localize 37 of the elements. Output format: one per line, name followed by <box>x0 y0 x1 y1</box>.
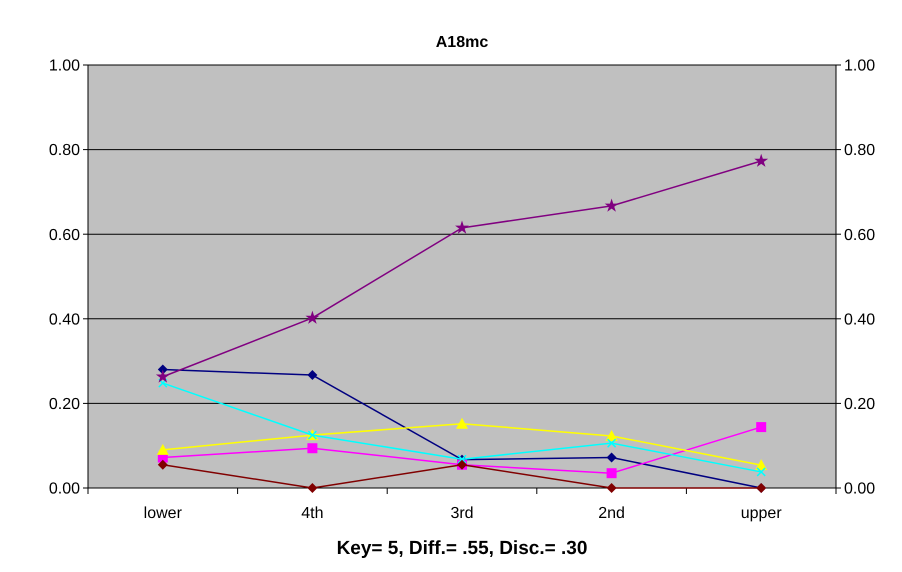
point <box>606 468 617 478</box>
point <box>156 444 169 455</box>
point <box>606 483 617 493</box>
y-tick-label: 1.00 <box>48 58 80 75</box>
y-tick-label: 0.60 <box>48 226 80 244</box>
x-tick-label: lower <box>144 505 183 522</box>
x-tick-label: 3rd <box>450 505 474 522</box>
x-tick-label: 4th <box>301 505 324 522</box>
point <box>456 418 468 429</box>
point <box>754 154 768 167</box>
point <box>158 460 168 470</box>
point <box>455 220 469 234</box>
y-tick-label: 0.00 <box>48 480 80 498</box>
point <box>756 467 766 477</box>
y-tick-label: 0.40 <box>48 311 80 328</box>
point <box>305 310 320 324</box>
x-tick-label: 2nd <box>598 505 625 522</box>
point <box>156 369 170 383</box>
x-tick-label: upper <box>740 505 782 522</box>
point <box>606 452 617 463</box>
text: Key= 5, Diff.= .55, Disc.= .30 <box>336 538 588 559</box>
point <box>307 370 318 380</box>
y2-tick-label: 0.60 <box>844 226 876 244</box>
y2-tick-label: 0.80 <box>844 142 876 160</box>
y-tick-label: 0.80 <box>48 142 80 160</box>
chart-title: A18mc <box>436 34 488 51</box>
point <box>606 438 616 448</box>
y2-tick-label: 1.00 <box>844 58 876 75</box>
y2-tick-label: 0.00 <box>844 480 876 498</box>
point <box>756 422 766 432</box>
y2-tick-label: 0.40 <box>844 311 876 328</box>
point <box>604 198 619 212</box>
y2-tick-label: 0.20 <box>844 396 876 413</box>
y-tick-label: 0.20 <box>48 396 80 413</box>
point <box>158 378 168 388</box>
point <box>307 483 318 493</box>
point <box>307 443 318 454</box>
